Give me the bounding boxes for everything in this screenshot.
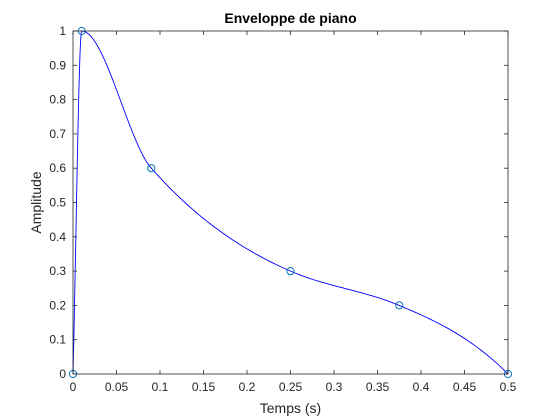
data-point-marker — [395, 301, 404, 310]
y-tick-label: 1 — [59, 24, 66, 38]
envelope-curve — [72, 30, 509, 375]
x-tick-label: 0 — [70, 380, 77, 394]
y-tick-label: 0.2 — [49, 298, 66, 312]
y-tick-label: 0.4 — [49, 230, 66, 244]
x-tick-label: 0.35 — [366, 380, 390, 394]
y-tick-label: 0.8 — [49, 93, 66, 107]
y-tick-layer: 0 0.1 0.2 0.3 0.4 0.5 0.6 0.7 0.8 0.9 1 — [49, 24, 508, 381]
plot-area — [73, 31, 508, 374]
x-tick-label: 0.2 — [239, 380, 256, 394]
y-tick-label: 0 — [59, 367, 66, 381]
x-tick-label: 0.1 — [152, 380, 169, 394]
data-point-marker — [147, 164, 156, 173]
x-tick-layer: 0 0.05 0.1 0.15 0.2 0.25 0.3 0.35 0.4 0.45 0.5 — [70, 31, 517, 394]
y-tick-label: 0.7 — [49, 127, 66, 141]
curve-layer — [72, 30, 509, 375]
x-tick-label: 0.25 — [279, 380, 303, 394]
x-tick-label: 0.5 — [500, 380, 517, 394]
y-tick-label: 0.1 — [49, 333, 66, 347]
y-tick-label: 0.6 — [49, 161, 66, 175]
y-axis-label: Amplitude — [28, 171, 44, 233]
x-tick-label: 0.4 — [413, 380, 430, 394]
y-tick-label: 0.5 — [49, 196, 66, 210]
chart-title: Enveloppe de piano — [224, 10, 356, 26]
x-axis-label: Temps (s) — [260, 400, 321, 416]
x-tick-label: 0.15 — [192, 380, 216, 394]
x-tick-label: 0.05 — [105, 380, 129, 394]
data-point-marker — [286, 267, 295, 276]
x-tick-label: 0.45 — [453, 380, 477, 394]
y-tick-label: 0.9 — [49, 58, 66, 72]
y-tick-label: 0.3 — [49, 264, 66, 278]
x-tick-label: 0.3 — [326, 380, 343, 394]
